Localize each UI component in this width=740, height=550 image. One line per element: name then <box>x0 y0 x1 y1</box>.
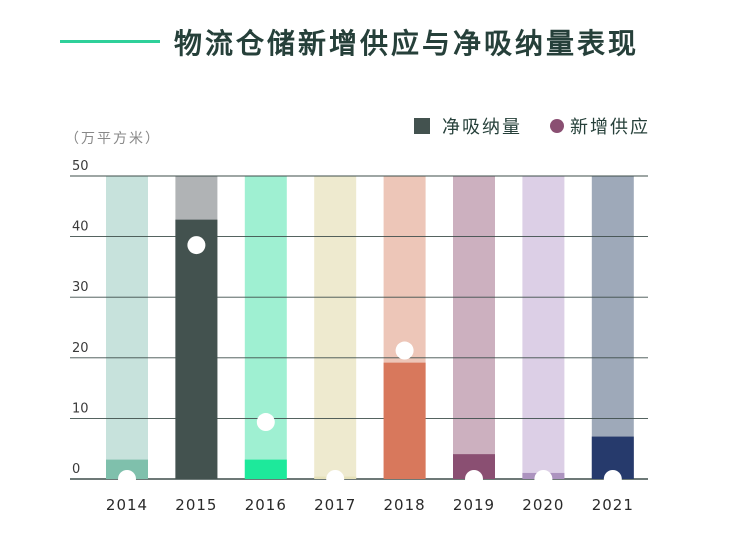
point-2016 <box>256 413 275 432</box>
y-tick-label-30: 30 <box>72 280 89 295</box>
background-bar-2016 <box>244 176 287 479</box>
bar-2016 <box>244 459 287 479</box>
legend-label-net-absorption: 净吸纳量 <box>442 117 522 138</box>
point-2015 <box>187 236 206 255</box>
supply-points <box>118 236 622 488</box>
x-tick-label-2018: 2018 <box>384 496 426 514</box>
y-tick-label-10: 10 <box>72 401 89 416</box>
bar-2015 <box>175 219 218 479</box>
y-tick-label-40: 40 <box>72 220 89 235</box>
background-bar-2021 <box>591 176 634 479</box>
y-tick-label-0: 0 <box>72 462 80 477</box>
point-2020 <box>534 470 553 488</box>
unit-label: （万平方米） <box>65 131 161 147</box>
x-tick-label-2015: 2015 <box>175 496 217 514</box>
x-tick-label-2016: 2016 <box>245 496 287 514</box>
x-tick-label-2017: 2017 <box>314 496 356 514</box>
point-2021 <box>603 470 622 488</box>
legend-swatch-new-supply <box>550 119 564 133</box>
x-axis-ticks: 2014 2015 2016 2017 2018 2019 2020 2021 <box>106 496 634 514</box>
background-bar-2017 <box>314 176 357 479</box>
x-tick-label-2021: 2021 <box>592 496 634 514</box>
background-bar-2014 <box>106 176 148 479</box>
background-bar-2020 <box>522 176 565 479</box>
point-2017 <box>326 470 345 488</box>
point-2018 <box>395 341 414 360</box>
point-2014 <box>118 470 136 488</box>
background-bar-2019 <box>453 176 495 479</box>
x-tick-label-2020: 2020 <box>522 496 564 514</box>
x-tick-label-2019: 2019 <box>453 496 495 514</box>
x-tick-label-2014: 2014 <box>106 496 148 514</box>
title-accent-line <box>60 40 160 43</box>
bar-2018 <box>383 362 426 479</box>
chart-title: 物流仓储新增供应与净吸纳量表现 <box>174 27 640 60</box>
legend-label-new-supply: 新增供应 <box>570 117 650 138</box>
bar-2014 <box>106 459 148 479</box>
y-axis-ticks: 0 10 20 30 40 50 <box>72 159 89 477</box>
y-tick-label-20: 20 <box>72 341 89 356</box>
legend-swatch-net-absorption <box>414 118 430 134</box>
point-2019 <box>465 470 483 488</box>
y-tick-label-50: 50 <box>72 159 89 174</box>
